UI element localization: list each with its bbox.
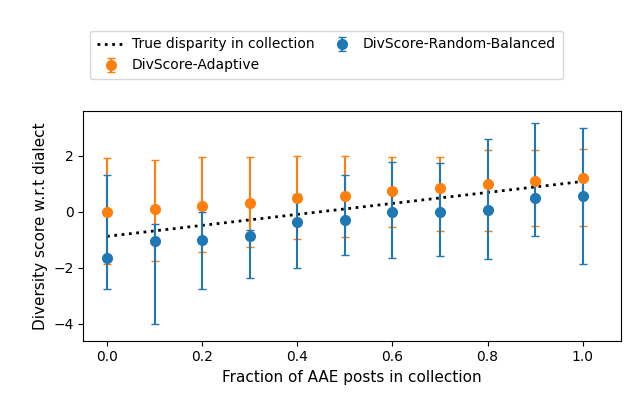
Legend: True disparity in collection, DivScore-Adaptive, DivScore-Random-Balanced: True disparity in collection, DivScore-A… xyxy=(90,30,563,79)
X-axis label: Fraction of AAE posts in collection: Fraction of AAE posts in collection xyxy=(222,370,482,385)
Y-axis label: Diversity score w.r.t dialect: Diversity score w.r.t dialect xyxy=(33,122,47,329)
